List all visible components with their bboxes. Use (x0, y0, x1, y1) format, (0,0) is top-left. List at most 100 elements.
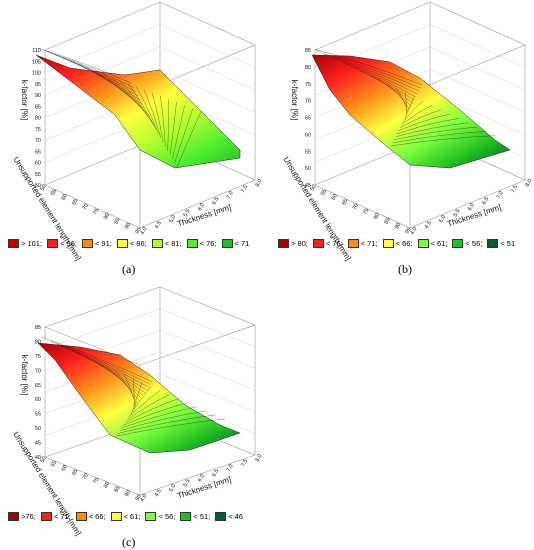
z-tick-label: 80 (305, 65, 311, 71)
legend-swatch (47, 239, 59, 248)
z-tick-label: 105 (32, 59, 41, 65)
legend-label: < 56; (158, 512, 176, 521)
z-tick-label: 70 (35, 138, 41, 144)
legend-b: > 80; < 76; < 71; < 66; < 61; < 56; < 51 (278, 239, 520, 248)
legend-label: >76; (21, 512, 36, 521)
x-tick-label: 7.5 (240, 458, 249, 468)
contour-lines (314, 49, 496, 147)
y-tick-label: 85 (383, 217, 391, 225)
z-tick-label: 95 (35, 82, 41, 88)
chart-panel-c: 85 80 75 70 65 60 55 50 45 40 4.0 4.5 5.0 5.5 6.0 6.5 7.… (0, 285, 267, 550)
y-tick-label: 70 (352, 203, 360, 211)
y-tick-label: 85 (113, 217, 121, 225)
z-tick-label: 50 (305, 166, 311, 172)
z-tick-label: 55 (305, 149, 311, 155)
y-tick-label: 95 (135, 227, 143, 235)
legend-swatch (81, 239, 93, 248)
legend-label: < 51; (193, 512, 211, 521)
y-tick-label: 55 (50, 460, 58, 468)
legend-swatch (110, 512, 122, 521)
surface (311, 54, 511, 169)
legend-swatch (116, 239, 128, 248)
z-ticks: 110 105 100 95 90 85 80 75 70 65 60 55 50 (32, 48, 41, 189)
y-tick-label: 75 (92, 477, 100, 485)
legend-label: < 61; (430, 239, 448, 248)
z-tick-label: 85 (305, 48, 311, 54)
legend-item: < 76; (312, 239, 343, 248)
legend-swatch (312, 239, 324, 248)
legend-swatch (215, 512, 227, 521)
legend-label: < 81; (164, 239, 182, 248)
legend-item: < 46 (215, 512, 243, 521)
z-tick-label: 65 (35, 149, 41, 155)
legend-item: < 66; (382, 239, 413, 248)
legend-item: > 101; (8, 239, 42, 248)
legend-item: < 96; (47, 239, 77, 248)
z-tick-label: 50 (35, 183, 41, 189)
y-tick-label: 90 (124, 222, 132, 230)
z-tick-label: 85 (35, 104, 41, 110)
x-tick-label: 4.0 (140, 493, 149, 503)
y-tick-label: 95 (135, 494, 143, 502)
chart-panel-a: 110 105 100 95 90 85 80 75 70 65 60 55 50 4.0 4.5 5.0 5.… (0, 0, 267, 280)
x-tick-label: 4.5 (154, 220, 163, 230)
legend-label: < 91; (94, 239, 112, 248)
y-tick-label: 65 (71, 468, 79, 476)
y-tick-label: 85 (113, 485, 121, 493)
y-tick-label: 55 (50, 188, 58, 196)
caption-c: (c) (122, 535, 136, 549)
x-tick-label: 6.0 (467, 202, 476, 212)
x-tick-label: 6.0 (197, 202, 206, 212)
legend-item: < 71; (347, 239, 378, 248)
x-tick-label: 5.5 (453, 208, 462, 218)
chart-panel-b: 85 80 75 70 65 60 55 50 45 4.0 4.5 5.0 5.5 6.0 6.5 7.0 7… (270, 0, 534, 280)
legend-item: >76; (8, 512, 36, 521)
x-ticks: 4.0 4.5 5.0 5.5 6.0 6.5 7.0 7.5 8.0 (410, 178, 534, 236)
surface-plot-a: 110105100959085807570656055504.04.55.05.… (11, 1, 264, 262)
legend-label: < 66; (395, 239, 413, 248)
y-tick-label: 70 (82, 473, 90, 481)
surface (35, 54, 241, 169)
y-axis-label: Unsupported element length [mm] (11, 430, 82, 537)
x-tick-label: 7.5 (240, 184, 249, 194)
legend-label: < 76; (199, 239, 217, 248)
z-ticks: 85 80 75 70 65 60 55 50 45 (305, 48, 311, 189)
legend-label: < 56; (465, 239, 483, 248)
z-tick-label: 100 (32, 71, 41, 77)
z-tick-label: 50 (35, 426, 41, 432)
legend-swatch (347, 239, 359, 248)
x-tick-label: 6.5 (481, 196, 490, 206)
z-tick-label: 60 (305, 132, 311, 138)
y-tick-label: 90 (394, 222, 402, 230)
legend-label: > 80; (291, 239, 308, 248)
y-tick-label: 70 (82, 203, 90, 211)
legend-item: < 51 (487, 239, 515, 248)
x-tick-label: 6.0 (197, 473, 206, 483)
z-tick-label: 110 (32, 48, 41, 54)
y-tick-label: 80 (103, 481, 111, 489)
legend-item: < 91; (81, 239, 112, 248)
y-tick-label: 50 (40, 456, 48, 464)
y-tick-label: 55 (320, 188, 328, 196)
legend-item: < 51; (180, 512, 210, 521)
z-tick-label: 70 (35, 368, 41, 374)
x-tick-label: 8.0 (255, 178, 264, 188)
caption-b: (b) (398, 262, 412, 276)
z-tick-label: 55 (35, 172, 41, 178)
y-tick-label: 75 (92, 208, 100, 216)
z-tick-label: 65 (305, 116, 311, 122)
legend-label: < 96; (60, 239, 77, 248)
y-tick-label: 80 (103, 212, 111, 220)
legend-label: < 71; (53, 512, 71, 521)
legend-item: < 56; (452, 239, 482, 248)
y-tick-label: 95 (405, 227, 413, 235)
legend-item: < 66; (75, 512, 106, 521)
legend-swatch (8, 239, 19, 248)
z-tick-label: 75 (35, 127, 41, 133)
x-tick-label: 6.5 (211, 196, 220, 206)
legend-label: < 66; (88, 512, 106, 521)
x-tick-label: 7.0 (226, 463, 235, 473)
x-tick-label: 4.5 (154, 488, 163, 498)
